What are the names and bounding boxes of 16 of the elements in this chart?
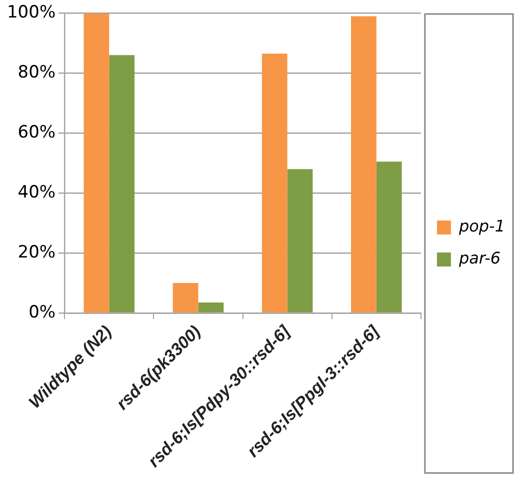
y-tick-label: 80% bbox=[18, 62, 56, 83]
y-tick-label: 100% bbox=[6, 2, 56, 23]
y-tick-label: 60% bbox=[18, 122, 56, 143]
bar bbox=[287, 169, 313, 312]
bar bbox=[376, 162, 402, 312]
y-tick-label: 40% bbox=[18, 182, 56, 202]
bar bbox=[172, 283, 198, 312]
bar bbox=[198, 302, 224, 312]
bar bbox=[262, 54, 288, 312]
y-tick-label: 20% bbox=[18, 242, 56, 262]
y-tick-label: 0% bbox=[28, 302, 56, 322]
bar bbox=[84, 13, 110, 312]
bar bbox=[109, 55, 135, 312]
legend-label: par-6 bbox=[458, 248, 501, 268]
legend-label: pop-1 bbox=[458, 216, 506, 236]
bar bbox=[351, 16, 376, 312]
